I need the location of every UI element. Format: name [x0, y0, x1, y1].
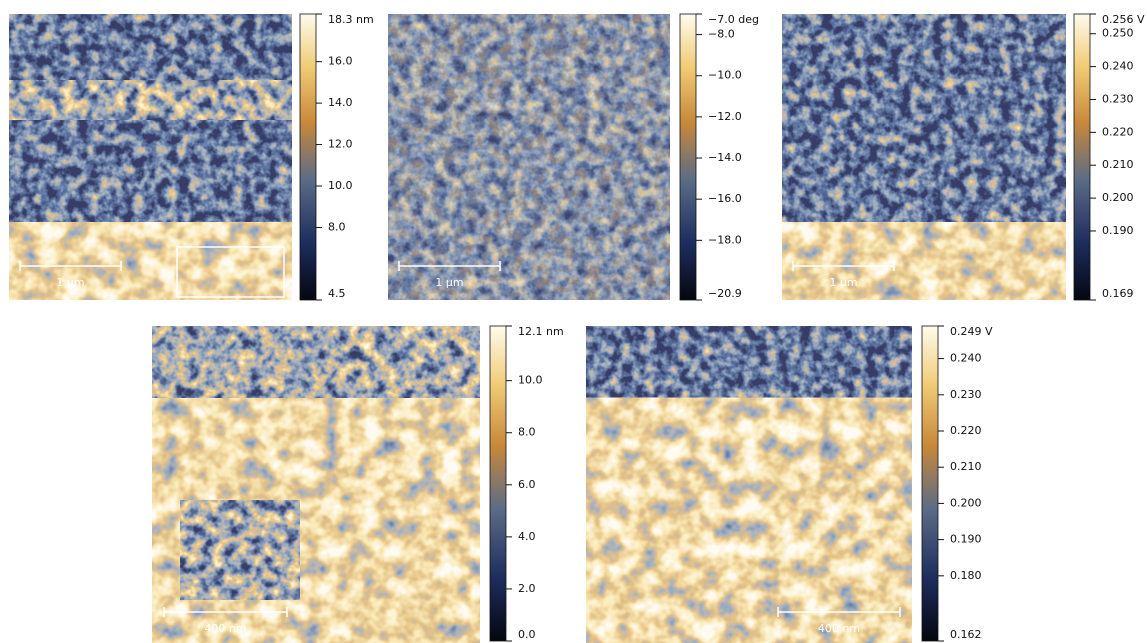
colorbar-label: −8.0 — [708, 28, 735, 41]
colorbar-label: 0.210 — [950, 460, 982, 473]
colorbar-label: 8.0 — [328, 220, 346, 233]
colorbar-label: 0.250 — [1102, 27, 1134, 40]
colorbar-label: −7.0 deg — [708, 13, 759, 26]
colorbar-label: 12.0 — [328, 138, 353, 151]
scale-bar-label: 400 nm — [204, 622, 246, 635]
afm-zoom-image — [152, 326, 480, 643]
colorbar-label: 16.0 — [328, 55, 353, 68]
colorbar-label: 0.249 V — [950, 325, 993, 338]
colorbar-label: 12.1 nm — [518, 325, 564, 338]
colorbar — [921, 325, 939, 642]
colorbar-label: −20.9 — [708, 287, 742, 300]
colorbar-label: 6.0 — [518, 478, 536, 491]
colorbar-label: 0.256 V — [1102, 13, 1145, 26]
colorbar-label: 0.190 — [950, 533, 982, 546]
colorbar-label: 0.230 — [1102, 92, 1134, 105]
colorbar — [1073, 13, 1091, 301]
colorbar-label: 0.180 — [950, 569, 982, 582]
afm-image — [9, 14, 292, 300]
colorbar-label: 0.210 — [1102, 158, 1134, 171]
scale-bar-label: 400 nm — [818, 622, 860, 635]
scale-bar-label: 1 µm — [435, 276, 463, 289]
colorbar-label: −10.0 — [708, 69, 742, 82]
colorbar — [679, 13, 697, 301]
colorbar — [489, 325, 507, 642]
colorbar-label: 2.0 — [518, 582, 536, 595]
colorbar-label: 0.220 — [1102, 125, 1134, 138]
phase-image — [388, 14, 670, 300]
colorbar-label: 0.200 — [1102, 191, 1134, 204]
colorbar-label: 8.0 — [518, 426, 536, 439]
colorbar-label: 0.240 — [950, 352, 982, 365]
scale-bar-label: 1 µm — [829, 276, 857, 289]
colorbar-label: −16.0 — [708, 192, 742, 205]
colorbar-label: −12.0 — [708, 110, 742, 123]
colorbar-label: 10.0 — [518, 374, 543, 387]
kpfm-image — [782, 14, 1066, 300]
colorbar-label: 18.3 nm — [328, 13, 374, 26]
colorbar-label: 0.190 — [1102, 224, 1134, 237]
kpfm-zoom-image — [586, 326, 912, 643]
colorbar — [299, 13, 317, 301]
colorbar-label: 0.169 — [1102, 287, 1134, 300]
colorbar-label: 4.0 — [518, 530, 536, 543]
colorbar-label: 14.0 — [328, 96, 353, 109]
colorbar-label: 0.230 — [950, 388, 982, 401]
overlay: 18.3 nm 16.0 14.0 12.0 10.0 8.0 4.5 1 µm −7.0 de… — [19, 13, 1145, 642]
colorbar-label: 4.5 — [328, 287, 346, 300]
colorbar-label: 0.200 — [950, 496, 982, 509]
colorbar-label: 0.220 — [950, 424, 982, 437]
colorbar-label: 10.0 — [328, 179, 353, 192]
colorbar-label: −18.0 — [708, 233, 742, 246]
colorbar-label: 0.0 — [518, 628, 536, 641]
colorbar-label: 0.162 — [950, 628, 982, 641]
scale-bar-label: 1 µm — [56, 276, 84, 289]
colorbar-label: 0.240 — [1102, 60, 1134, 73]
colorbar-label: −14.0 — [708, 151, 742, 164]
